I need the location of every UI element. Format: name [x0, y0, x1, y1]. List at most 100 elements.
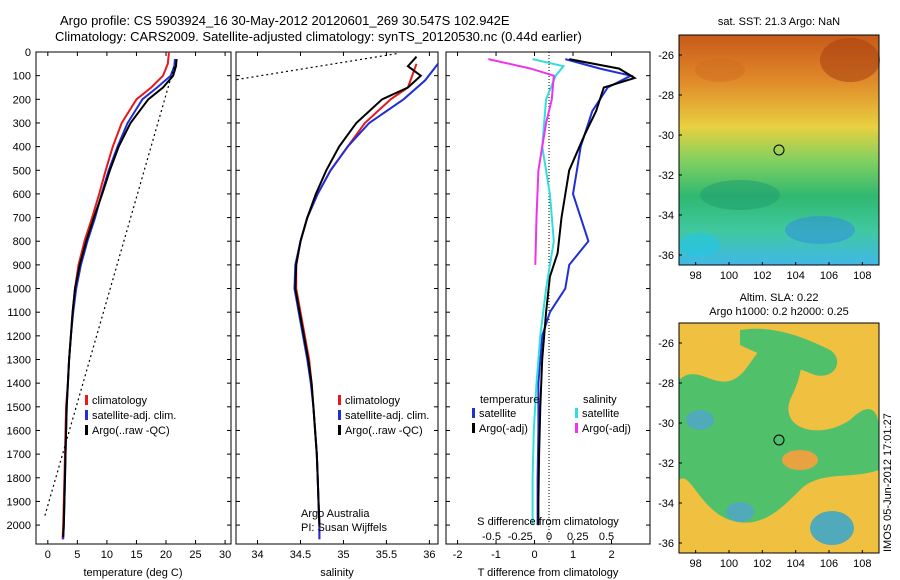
map-x-tick-label: 106	[820, 270, 838, 282]
x-tick-label: 15	[130, 549, 142, 561]
sst-cold-blob	[680, 233, 720, 257]
map-y-tick-label: -34	[658, 498, 674, 510]
sla-map-frame	[678, 322, 880, 554]
argo-location-marker	[773, 144, 785, 156]
x-tick-label: 35.5	[376, 549, 397, 561]
x-tick-label: 10	[101, 549, 113, 561]
sla-low-region	[740, 328, 838, 376]
salinity-diff-legend: satellite Argo(-adj)	[575, 408, 631, 435]
sst-map-panel: sat. SST: 21.3 Argo: NaN 98 100 102 104 106 1…	[658, 16, 880, 282]
legend-swatch	[85, 395, 88, 405]
imos-timestamp: IMOS 05-Jun-2012 17:01:27	[882, 413, 894, 552]
x-tick-label: 2	[608, 549, 614, 561]
difference-panel-frame	[445, 51, 651, 545]
x-tick-label: 34.5	[290, 549, 311, 561]
y-tick-label: 800	[13, 236, 31, 248]
legend-swatch	[338, 425, 341, 435]
s-tick-label: 0.5	[599, 531, 614, 543]
legend-swatch	[575, 423, 578, 433]
legend-label: satellite	[582, 408, 619, 420]
x-tick-label: 20	[160, 549, 172, 561]
legend-swatch	[472, 423, 475, 433]
legend-swatch	[85, 425, 88, 435]
legend-label: Argo(-adj)	[479, 423, 528, 435]
legend-label: satellite-adj. clim.	[345, 410, 429, 422]
sst-map-frame	[678, 34, 880, 266]
t-difference-label: T difference from climatology	[478, 567, 619, 579]
x-tick-label: 1	[570, 549, 576, 561]
pi-label: PI: Susan Wijffels	[301, 522, 387, 534]
s-tick-label: 0.25	[567, 531, 588, 543]
map-y-tick-label: -26	[658, 50, 674, 62]
legend-label: climatology	[345, 395, 401, 407]
series-line-argo-adj-	[488, 58, 555, 265]
y-tick-label: 1300	[7, 355, 31, 367]
sst-cold-blob	[785, 216, 855, 244]
sla-trough	[810, 511, 854, 545]
x-tick-label: 0	[45, 549, 51, 561]
legend-swatch	[85, 410, 88, 420]
map-y-tick-label: -28	[658, 90, 674, 102]
argo-location-marker-2	[773, 434, 785, 446]
map-x-tick-label: 108	[853, 270, 871, 282]
y-tick-label: 400	[13, 142, 31, 154]
x-tick-label: 36	[423, 549, 435, 561]
map-x-tick-label: 104	[786, 270, 804, 282]
difference-panel: -2 -1 0 1 2 -0.5 -0.25 0 0.25 0.5 S difference fr…	[445, 51, 651, 579]
map-x-tick-label: 98	[690, 558, 702, 570]
sla-map-subtitle: Argo h1000: 0.2 h2000: 0.25	[709, 306, 848, 318]
map-y-tick-label: -30	[658, 418, 674, 430]
legend-swatch	[338, 395, 341, 405]
legend-label: satellite	[479, 408, 516, 420]
series-line-satellite-adj-clim-	[293, 63, 438, 540]
map-x-tick-label: 102	[753, 558, 771, 570]
sla-map-title: Altim. SLA: 0.22	[740, 292, 819, 304]
temperature-panel: 0100200300400500600700800900100011001200…	[7, 47, 650, 579]
y-tick-label: 100	[13, 71, 31, 83]
x-tick-label: 5	[74, 549, 80, 561]
series-line-argo-adj-	[537, 58, 638, 526]
y-tick-label: 500	[13, 165, 31, 177]
sla-trough	[726, 502, 754, 522]
y-tick-label: 2000	[7, 520, 31, 532]
sla-map-panel: Altim. SLA: 0.22 Argo h1000: 0.2 h2000: …	[658, 292, 880, 570]
series-line-climatology	[61, 52, 170, 540]
series-line-argo-raw-qc-	[62, 59, 178, 537]
y-tick-label: 300	[13, 118, 31, 130]
map-x-tick-label: 106	[820, 558, 838, 570]
difference-legend: temperature salinity satellite Argo(-adj)	[472, 394, 617, 435]
y-tick-label: 900	[13, 260, 31, 272]
map-y-tick-label: -30	[658, 130, 674, 142]
figure-title-line1: Argo profile: CS 5903924_16 30-May-2012 …	[60, 13, 510, 28]
x-tick-label: 25	[189, 549, 201, 561]
legend-swatch	[575, 408, 578, 418]
map-x-tick-label: 102	[753, 270, 771, 282]
y-tick-label: 200	[13, 94, 31, 106]
map-y-tick-label: -34	[658, 210, 674, 222]
legend-label: Argo(..raw -QC)	[345, 425, 423, 437]
series-line-satellite	[531, 58, 566, 526]
map-y-tick-label: -36	[658, 538, 674, 550]
temperature-panel-frame	[35, 51, 232, 545]
salinity-panel: 34 34.5 35 35.5 36 salinity Argo Australia P…	[235, 51, 439, 579]
map-y-tick-label: -36	[658, 250, 674, 262]
x-tick-label: 0	[531, 549, 537, 561]
temperature-axis-label: temperature (deg C)	[83, 567, 182, 579]
legend-label: Argo(..raw -QC)	[92, 425, 170, 437]
s-tick-label: -0.25	[508, 531, 533, 543]
map-y-tick-label: -26	[658, 338, 674, 350]
x-tick-label: 30	[219, 549, 231, 561]
s-difference-label: S difference from climatology	[477, 516, 619, 528]
series-line-argo-raw-qc-	[294, 56, 423, 526]
map-x-tick-label: 108	[853, 558, 871, 570]
series-line-satellite	[536, 58, 634, 526]
y-tick-label: 1900	[7, 496, 31, 508]
series-line-reference	[44, 63, 176, 516]
y-tick-label: 0	[25, 47, 31, 59]
y-tick-label: 1200	[7, 331, 31, 343]
sla-high	[782, 450, 818, 470]
map-x-tick-label: 100	[720, 558, 738, 570]
legend-label: satellite-adj. clim.	[92, 410, 176, 422]
sst-map-title: sat. SST: 21.3 Argo: NaN	[718, 16, 840, 28]
